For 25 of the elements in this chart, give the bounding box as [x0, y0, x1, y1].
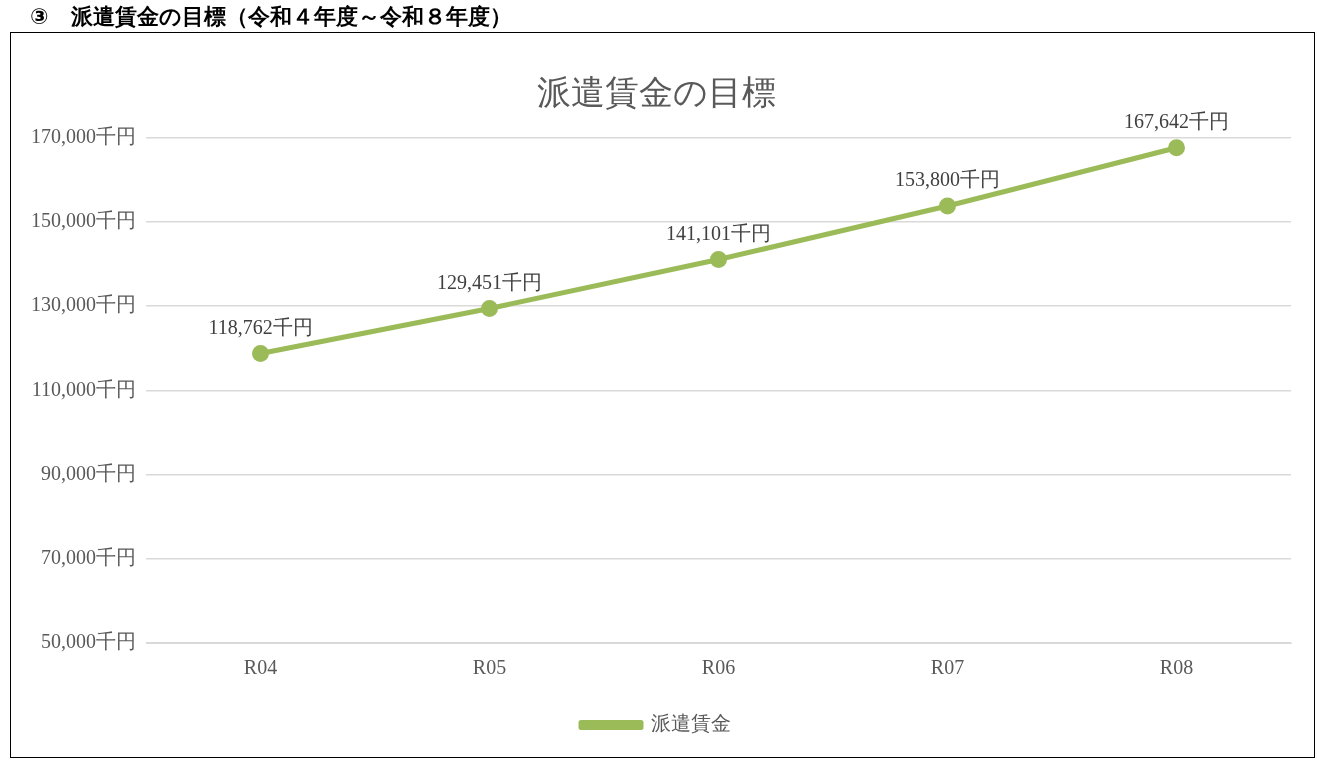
- point: [939, 197, 956, 215]
- data-label: 118,762千円: [208, 315, 313, 338]
- data-label: 141,101千円: [666, 221, 771, 244]
- point: [710, 250, 727, 268]
- text: ③ 派遣賃金の目標（令和４年度～令和８年度）: [30, 3, 512, 31]
- x-tick-label: R08: [1159, 656, 1194, 679]
- y-tick-label: 70,000千円: [41, 546, 136, 569]
- y-tick-label: 150,000千円: [31, 209, 136, 232]
- legend-label: 派遣賃金: [651, 712, 731, 735]
- x-tick-label: R07: [930, 656, 965, 679]
- y-tick-label: 170,000千円: [31, 125, 136, 148]
- y-tick-label: 110,000千円: [31, 377, 136, 400]
- x-tick-label: R04: [243, 656, 278, 679]
- x-tick-label: R06: [701, 656, 736, 679]
- chart-title: 派遣賃金の目標: [536, 74, 776, 112]
- y-tick-label: 50,000千円: [41, 630, 136, 653]
- data-label: 153,800千円: [895, 168, 1000, 191]
- data-label: 167,642千円: [1124, 109, 1229, 132]
- y-tick-label: 90,000千円: [41, 461, 136, 484]
- point: [481, 300, 498, 318]
- data-label: 129,451千円: [437, 270, 542, 293]
- x-tick-label: R05: [472, 656, 507, 679]
- point: [252, 345, 269, 363]
- y-tick-label: 130,000千円: [31, 293, 136, 316]
- point: [1168, 139, 1185, 157]
